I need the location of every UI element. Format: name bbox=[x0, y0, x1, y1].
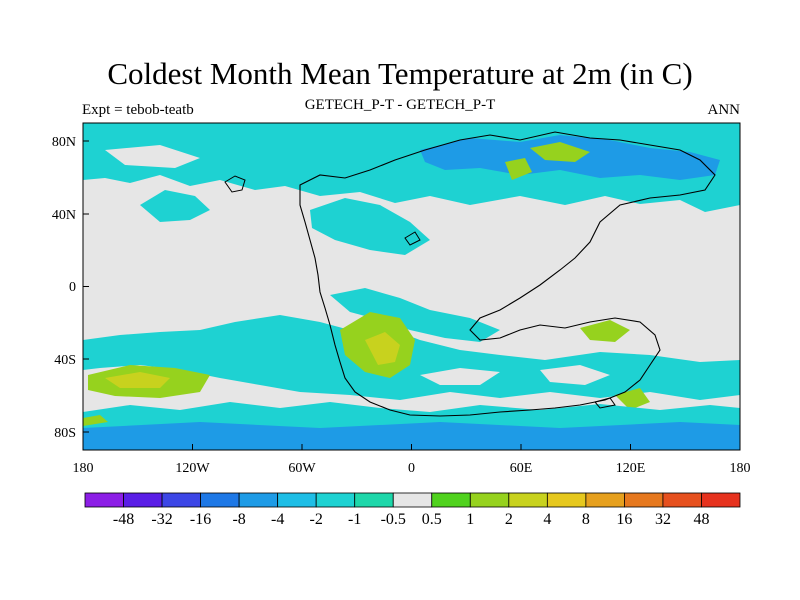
north-atlantic-cold-patch bbox=[310, 198, 430, 255]
north-white-patch bbox=[105, 145, 200, 168]
southeast-warm-patch bbox=[615, 388, 650, 410]
colorbar-label: 48 bbox=[693, 511, 709, 528]
south-white-patch-2 bbox=[540, 365, 610, 385]
south-warm-core bbox=[365, 332, 400, 365]
lon-tick-label: 180 bbox=[730, 461, 751, 476]
colorbar-swatch bbox=[469, 492, 510, 508]
lat-tick-label: 0 bbox=[69, 280, 76, 295]
lon-axis: 180 120W 60W 0 60E 120E 180 bbox=[73, 444, 751, 476]
colorbar-label: 1 bbox=[466, 511, 474, 528]
lon-tick-label: 0 bbox=[408, 461, 415, 476]
colorbar-swatch bbox=[123, 492, 163, 508]
lat-axis: 80N 40N 0 40S 80S bbox=[52, 135, 89, 441]
colorbar-label: 4 bbox=[543, 511, 551, 528]
lon-tick-label: 60E bbox=[510, 461, 533, 476]
map-title: Coldest Month Mean Temperature at 2m (in… bbox=[107, 56, 693, 91]
colorbar: -48 -32 -16 -8 -4 -2 -1 -0.5 0.5 1 2 4 8 16 32 48 bbox=[84, 492, 741, 528]
colorbar-swatch bbox=[546, 492, 587, 508]
colorbar-swatch bbox=[161, 492, 201, 508]
south-pacific-warm-core bbox=[105, 372, 170, 388]
colorbar-label: 8 bbox=[582, 511, 590, 528]
colorbar-swatch bbox=[315, 492, 356, 508]
map-plot-area bbox=[83, 123, 740, 450]
south-white-patch-1 bbox=[420, 368, 500, 385]
colorbar-swatch bbox=[84, 492, 124, 508]
colorbar-label: -4 bbox=[271, 511, 284, 528]
lat-tick-label: 80N bbox=[52, 135, 76, 150]
south-polar-cold-core bbox=[83, 422, 740, 450]
tropical-cold-field bbox=[330, 288, 500, 342]
colorbar-label: 2 bbox=[505, 511, 513, 528]
colorbar-swatch bbox=[662, 492, 702, 508]
lat-tick-label: 80S bbox=[54, 426, 76, 441]
island-outline-3 bbox=[594, 397, 616, 409]
colorbar-swatch bbox=[392, 492, 433, 508]
colorbar-label: -1 bbox=[348, 511, 361, 528]
colorbar-label: 32 bbox=[655, 511, 671, 528]
lat-tick-label: 40N bbox=[52, 208, 76, 223]
colorbar-label: -16 bbox=[190, 511, 211, 528]
colorbar-swatch bbox=[354, 492, 394, 508]
indian-ocean-warm-patch bbox=[580, 320, 630, 342]
lon-tick-label: 60W bbox=[288, 461, 316, 476]
lon-tick-label: 120E bbox=[616, 461, 646, 476]
colorbar-label: -48 bbox=[113, 511, 134, 528]
colorbar-label: -8 bbox=[232, 511, 245, 528]
pangea-coastline bbox=[299, 131, 716, 417]
lon-tick-label: 180 bbox=[73, 461, 94, 476]
season-label: ANN bbox=[707, 102, 741, 118]
north-warm-patch-2 bbox=[505, 158, 532, 180]
colorbar-swatch bbox=[585, 492, 625, 508]
colorbar-label: -2 bbox=[310, 511, 323, 528]
south-polar-warm-patch bbox=[83, 415, 108, 426]
island-outline-1 bbox=[224, 175, 246, 193]
colorbar-swatch bbox=[701, 492, 741, 508]
lat-tick-label: 40S bbox=[54, 353, 76, 368]
experiment-label: Expt = tebob-teatb bbox=[82, 102, 194, 118]
lon-tick-label: 120W bbox=[175, 461, 210, 476]
colorbar-swatch bbox=[431, 492, 471, 508]
colorbar-label: -32 bbox=[151, 511, 172, 528]
island-outline-2 bbox=[404, 231, 421, 246]
colorbar-swatch bbox=[508, 492, 548, 508]
colorbar-label: 16 bbox=[616, 511, 632, 528]
colorbar-swatch bbox=[624, 492, 664, 508]
north-pacific-cold-patch bbox=[140, 190, 210, 222]
colorbar-swatch bbox=[277, 492, 317, 508]
colorbar-swatch bbox=[200, 492, 240, 508]
colorbar-swatch bbox=[238, 492, 279, 508]
colorbar-label: -0.5 bbox=[381, 511, 406, 528]
colorbar-label: 0.5 bbox=[422, 511, 442, 528]
model-label: GETECH_P-T - GETECH_P-T bbox=[304, 97, 496, 113]
north-warm-patch-1 bbox=[530, 142, 590, 162]
